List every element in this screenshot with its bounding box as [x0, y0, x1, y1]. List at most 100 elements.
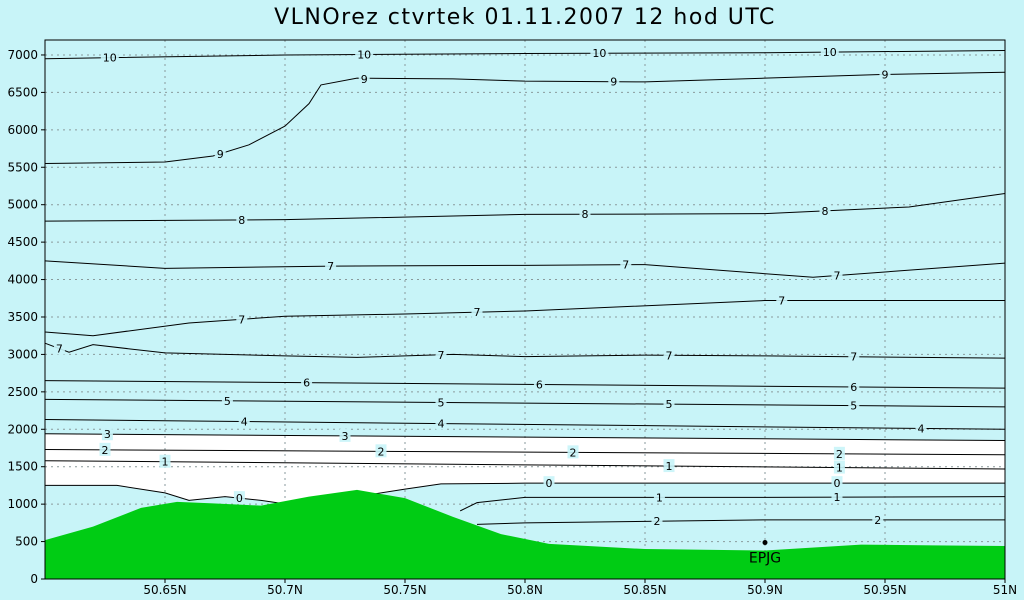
contour-line-9 [452, 71, 1006, 83]
y-tick-label: 3500 [7, 310, 38, 324]
contour-label-bg [543, 476, 555, 490]
contour-label: 7 [56, 343, 63, 356]
contour-line-7 [44, 260, 1006, 278]
contour-label: 10 [103, 52, 117, 65]
station-marker: EPJG [749, 540, 781, 567]
station-label: EPJG [749, 551, 781, 567]
contour-label: 6 [303, 377, 310, 390]
contour-label: 7 [622, 259, 629, 272]
contour-label-bg [663, 459, 675, 473]
contour-label: 0 [236, 492, 243, 505]
contour-label-bg [435, 395, 447, 409]
contour-label: 7 [778, 295, 785, 308]
contour-line-7 [44, 300, 1005, 337]
contour-line-10 [44, 49, 1006, 60]
contour-label: 6 [850, 381, 857, 394]
contour-label: 0 [546, 477, 553, 490]
contour-label-bg [375, 444, 387, 458]
y-tick-label: 6000 [7, 123, 38, 137]
contour-label: 5 [850, 400, 857, 413]
contour-label: 7 [327, 260, 334, 273]
y-tick-label: 1000 [7, 497, 38, 511]
contour-line-4 [44, 419, 1006, 430]
x-tick-label: 50.8N [507, 583, 543, 597]
contour-label-bg [653, 490, 665, 504]
contour-label: 2 [874, 514, 881, 527]
contour-label: 8 [822, 205, 829, 218]
contour-label-bg [100, 50, 119, 64]
contour-line-2 [44, 448, 1006, 456]
contour-label-bg [236, 312, 248, 326]
contour-label: 9 [217, 148, 224, 161]
contour-label: 4 [918, 422, 925, 435]
white-zone-band [45, 433, 1005, 506]
contour-line-9 [44, 77, 454, 165]
contour-label-bg [663, 348, 675, 362]
y-tick-label: 3000 [7, 347, 38, 361]
y-axis-ticks: 0 500 1000 1500 2000 2500 3000 3500 4000 4500 5000… [7, 48, 45, 586]
contour-label: 2 [654, 515, 661, 528]
contour-label: 1 [656, 491, 663, 504]
y-tick-label: 6500 [7, 85, 38, 99]
contour-label-bg [579, 207, 591, 221]
contour-label-bg [238, 414, 250, 428]
contour-label: 7 [238, 313, 245, 326]
x-tick-label: 50.9N [747, 583, 783, 597]
contour-label: 10 [357, 48, 371, 61]
contour-line-7 [44, 342, 1006, 359]
contour-label-bg [848, 349, 860, 363]
contour-label: 8 [238, 214, 245, 227]
contour-label-bg [214, 146, 226, 160]
contour-label: 0 [834, 477, 841, 490]
contour-label: 7 [834, 270, 841, 283]
contour-label: 2 [836, 448, 843, 461]
contour-label: 1 [162, 456, 169, 469]
contour-label-bg [833, 446, 845, 460]
contour-label: 9 [610, 76, 617, 89]
contour-label-bg [872, 512, 884, 526]
contour-label-bg [355, 47, 374, 61]
contour-label-bg [435, 347, 447, 361]
contour-label: 5 [666, 398, 673, 411]
contour-label: 4 [438, 418, 445, 431]
contour-label-bg [915, 421, 927, 435]
contour-label-bg [53, 341, 65, 355]
y-tick-label: 5000 [7, 198, 38, 212]
chart-title: VLNOrez ctvrtek 01.11.2007 12 hod UTC [274, 5, 776, 30]
contour-label: 9 [361, 73, 368, 86]
station-dot [762, 540, 768, 546]
contour-label: 1 [836, 462, 843, 475]
contour-label-bg [236, 212, 248, 226]
contour-label-bg [325, 259, 337, 273]
y-tick-label: 4500 [7, 235, 38, 249]
contour-label-bg [99, 442, 111, 456]
contour-label-bg [221, 393, 233, 407]
contour-label-bg [776, 293, 788, 307]
contour-label-bg [831, 476, 843, 490]
x-tick-label: 50.65N [143, 583, 186, 597]
y-tick-label: 1500 [7, 460, 38, 474]
contour-label-bg [848, 398, 860, 412]
contour-line-1 [44, 460, 1006, 470]
contour-label-bg [358, 71, 370, 85]
contour-label: 7 [474, 306, 481, 319]
contour-label-bg [620, 257, 632, 271]
y-tick-label: 2500 [7, 385, 38, 399]
contour-label: 4 [241, 416, 248, 429]
x-tick-label: 51N [993, 583, 1017, 597]
contour-label-bg [233, 491, 245, 505]
contour-label-bg [651, 514, 663, 528]
contour-label: 1 [666, 460, 673, 473]
contour-label-bg [301, 375, 313, 389]
contour-line-5 [44, 398, 1006, 408]
contour-label-bg [819, 203, 831, 217]
contour-label-bg [848, 379, 860, 393]
contour-label-bg [567, 445, 579, 459]
contour-label: 7 [666, 349, 673, 362]
contour-label: 6 [536, 378, 543, 391]
contour-label: 8 [582, 208, 589, 221]
contour-label-bg [435, 416, 447, 430]
